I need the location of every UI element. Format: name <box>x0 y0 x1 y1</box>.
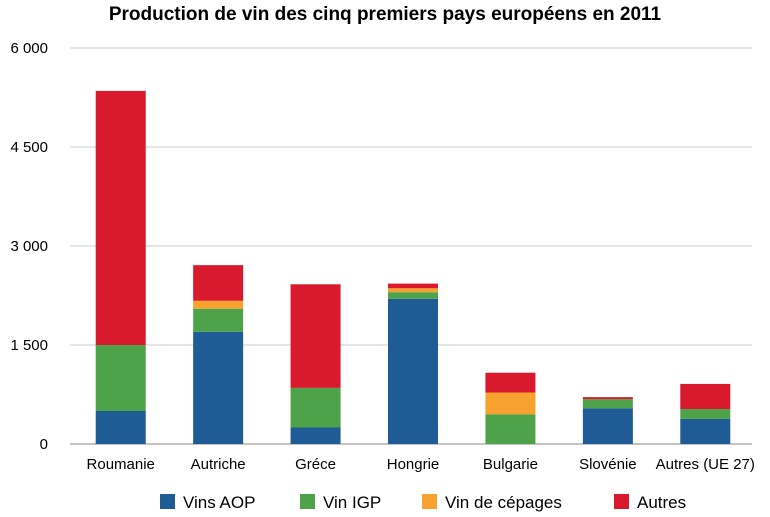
x-tick-label: Roumanie <box>87 456 155 473</box>
x-tick-label: Autriche <box>191 456 246 473</box>
legend-item: Autres <box>614 493 686 512</box>
legend-swatch <box>160 494 175 509</box>
x-tick-label: Gréce <box>295 456 336 473</box>
bar-segment <box>193 308 244 332</box>
x-axis-ticks: Roumanie Autriche Gréce Hongrie Bulgarie Slov… <box>87 456 755 473</box>
bar-segment <box>485 372 536 393</box>
chart-title: Production de vin des cinq premiers pays… <box>108 4 662 25</box>
bar-segment <box>582 408 633 444</box>
bar-segment <box>290 284 341 388</box>
x-tick-label: Bulgarie <box>483 456 538 473</box>
bar-segment <box>388 288 438 293</box>
legend: Vins AOP Vin IGP Vin de cépages Autres <box>160 493 686 512</box>
bar-segment <box>193 265 244 301</box>
legend-item: Vins AOP <box>160 493 255 512</box>
y-tick-label: 4 500 <box>10 139 48 156</box>
bar-segment <box>193 300 244 309</box>
y-tick-label: 6 000 <box>10 40 48 57</box>
legend-label: Vins AOP <box>183 493 255 512</box>
bar-segment <box>582 399 633 409</box>
legend-item: Vin de cépages <box>422 493 562 512</box>
legend-item: Vin IGP <box>300 493 381 512</box>
bar-segment <box>485 392 536 415</box>
x-tick-label: Slovénie <box>579 456 637 473</box>
bar-segment <box>290 387 341 428</box>
bar-segment <box>582 397 633 400</box>
y-tick-label: 3 000 <box>10 238 48 255</box>
bar-segment <box>95 411 146 444</box>
bar-segment <box>95 90 146 346</box>
legend-swatch <box>422 494 437 509</box>
legend-label: Vin IGP <box>323 493 381 512</box>
bar-segment <box>193 331 244 444</box>
bar-segment <box>290 427 341 444</box>
y-tick-label: 1 500 <box>10 337 48 354</box>
bar-segment <box>680 383 731 410</box>
legend-swatch <box>300 494 315 509</box>
x-tick-label: Hongrie <box>387 456 440 473</box>
y-axis-ticks: 0 1 500 3 000 4 500 6 000 <box>10 40 48 453</box>
bar-segment <box>388 283 438 289</box>
y-tick-label: 0 <box>40 436 48 453</box>
bar-segment <box>680 409 731 419</box>
legend-label: Autres <box>637 493 686 512</box>
bar-segment <box>388 298 438 444</box>
bar-segment <box>95 345 146 411</box>
legend-swatch <box>614 494 629 509</box>
bars <box>95 90 731 444</box>
x-tick-label: Autres (UE 27) <box>656 456 755 473</box>
bar-segment <box>388 292 438 299</box>
bar-segment <box>485 414 536 444</box>
bar-segment <box>680 418 731 444</box>
legend-label: Vin de cépages <box>445 493 562 512</box>
